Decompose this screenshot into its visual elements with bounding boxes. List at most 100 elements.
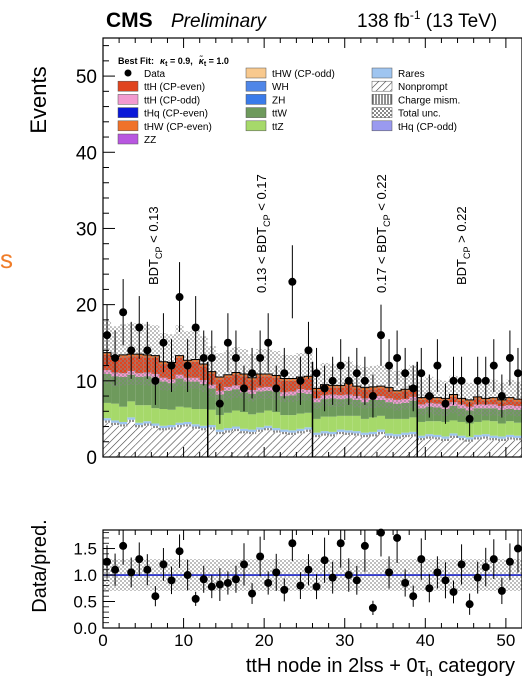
- bar-charge-mism-: [376, 431, 386, 435]
- region-label: BDTCP > 0.22: [454, 206, 472, 285]
- data-point: [280, 369, 289, 378]
- bar-ttz: [368, 417, 377, 432]
- bar-rares: [417, 435, 426, 438]
- ratio-point: [376, 528, 385, 537]
- bar-ttw: [248, 393, 257, 415]
- data-point: [151, 376, 160, 385]
- bar-nonprompt: [223, 432, 232, 457]
- bar-ttw: [191, 381, 200, 410]
- bar-nonprompt: [320, 435, 329, 457]
- y-tick-label: 30: [76, 219, 97, 240]
- bar-rares: [513, 435, 522, 438]
- data-point: [352, 369, 361, 378]
- legend-swatch-tth-cp-even-: [117, 80, 139, 92]
- bar-charge-mism-: [183, 424, 192, 427]
- bar-charge-mism-: [264, 428, 273, 431]
- legend-label: Rares: [398, 69, 425, 80]
- bar-charge-mism-: [505, 437, 514, 440]
- main-plot: 0 10 20 30 40 50: [76, 37, 522, 469]
- bar-ttw: [111, 376, 120, 404]
- bar-ttz: [513, 422, 522, 436]
- ratio-point: [328, 573, 337, 582]
- data-point: [223, 338, 232, 347]
- bar-charge-mism-: [223, 430, 232, 433]
- data-point: [441, 399, 450, 408]
- bar-charge-mism-: [296, 431, 305, 434]
- data-point: [368, 392, 377, 401]
- bar-rares: [360, 432, 369, 435]
- bar-nonprompt: [215, 434, 224, 457]
- bar-charge-mism-: [409, 434, 418, 437]
- best-fit-label: Best Fit: κt = 0.9, κ̃t = 1.0: [118, 55, 229, 68]
- ratio-y-tick-label: 0.0: [73, 619, 97, 638]
- bar-nonprompt: [401, 437, 410, 457]
- legend-label: Nonprompt: [398, 82, 448, 93]
- ratio-point: [159, 560, 168, 569]
- data-point: [513, 369, 522, 378]
- bar-ttz: [159, 409, 168, 426]
- bar-rares: [199, 425, 208, 429]
- bar-nonprompt: [175, 427, 184, 457]
- data-point: [401, 369, 410, 378]
- data-point: [433, 361, 442, 370]
- bar-ttz: [151, 408, 160, 424]
- ratio-point: [207, 582, 216, 591]
- data-point: [264, 338, 273, 347]
- bar-nonprompt: [328, 436, 337, 457]
- bar-nonprompt: [352, 435, 361, 457]
- legend-label: ZH: [272, 95, 285, 106]
- bar-ttw: [175, 378, 184, 407]
- bar-rares: [143, 421, 152, 424]
- bar-ttz: [256, 412, 265, 428]
- bar-ttz: [280, 415, 289, 430]
- bar-ttz: [497, 423, 506, 437]
- bar-ttz: [481, 420, 490, 435]
- bar-rares: [256, 427, 265, 430]
- bar-charge-mism-: [441, 438, 450, 442]
- bar-ttw: [231, 389, 240, 411]
- data-point: [304, 346, 313, 355]
- data-point: [328, 376, 337, 385]
- bar-rares: [376, 429, 386, 432]
- bar-nonprompt: [288, 434, 297, 457]
- bar-charge-mism-: [393, 436, 402, 439]
- legend-swatch-thq-cp-odd-: [371, 120, 393, 132]
- region-label: 0.13 < BDTCP < 0.17: [254, 174, 272, 293]
- bar-ttw: [256, 391, 265, 413]
- bar-nonprompt: [167, 429, 176, 457]
- ratio-point: [401, 578, 410, 587]
- ratio-point: [215, 580, 224, 589]
- bar-ttz: [401, 418, 410, 433]
- bar-nonprompt: [199, 430, 208, 457]
- ratio-point: [199, 575, 208, 584]
- bar-charge-mism-: [481, 436, 490, 439]
- bar-rares: [288, 430, 297, 433]
- data-point: [425, 392, 434, 401]
- bar-nonprompt: [457, 440, 466, 457]
- bar-rares: [352, 431, 361, 434]
- ratio-point: [191, 594, 200, 603]
- bar-nonprompt: [433, 439, 442, 457]
- bar-rares: [441, 436, 450, 439]
- bar-charge-mism-: [151, 425, 160, 429]
- bar-ttw: [264, 390, 273, 411]
- bar-charge-mism-: [207, 427, 216, 430]
- bar-rares: [336, 429, 345, 432]
- ratio-point: [264, 578, 273, 587]
- bar-ttz: [199, 409, 208, 426]
- legend-swatch-ttw: [245, 107, 267, 118]
- legend-swatch-thq-cp-even-: [117, 107, 139, 118]
- legend: Data ttH (CP-even) ttH (CP-odd) tHq (CP-eve…: [117, 67, 460, 146]
- ratio-point: [513, 544, 522, 553]
- ratio-point: [135, 555, 144, 564]
- ratio-point: [425, 584, 434, 593]
- bar-nonprompt: [143, 425, 152, 457]
- bar-ttz: [103, 402, 112, 419]
- ratio-point: [489, 555, 498, 564]
- bar-rares: [215, 429, 224, 432]
- bar-rares: [151, 423, 160, 426]
- data-point: [111, 353, 120, 362]
- bar-ttw: [103, 373, 112, 403]
- legend-swatch-rares: [371, 67, 393, 79]
- bar-charge-mism-: [368, 434, 377, 437]
